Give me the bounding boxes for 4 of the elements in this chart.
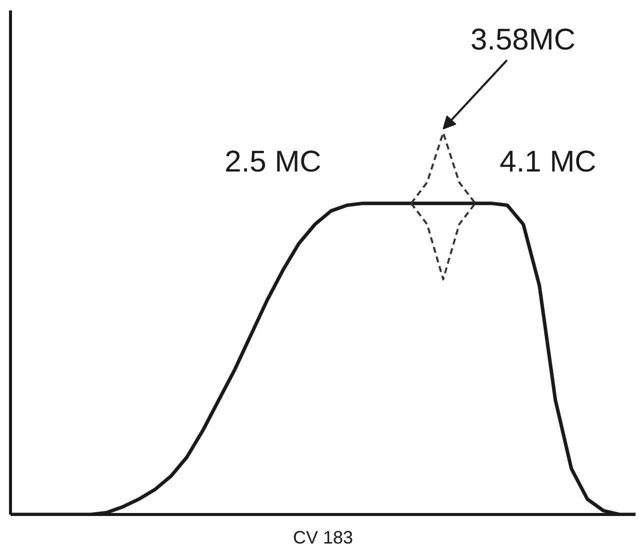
text: 3.58MC [470,23,576,56]
text: CV 183 [292,528,354,548]
annotation: 2.5 MC [224,146,322,178]
annotation: 4.1 MC [500,146,596,178]
